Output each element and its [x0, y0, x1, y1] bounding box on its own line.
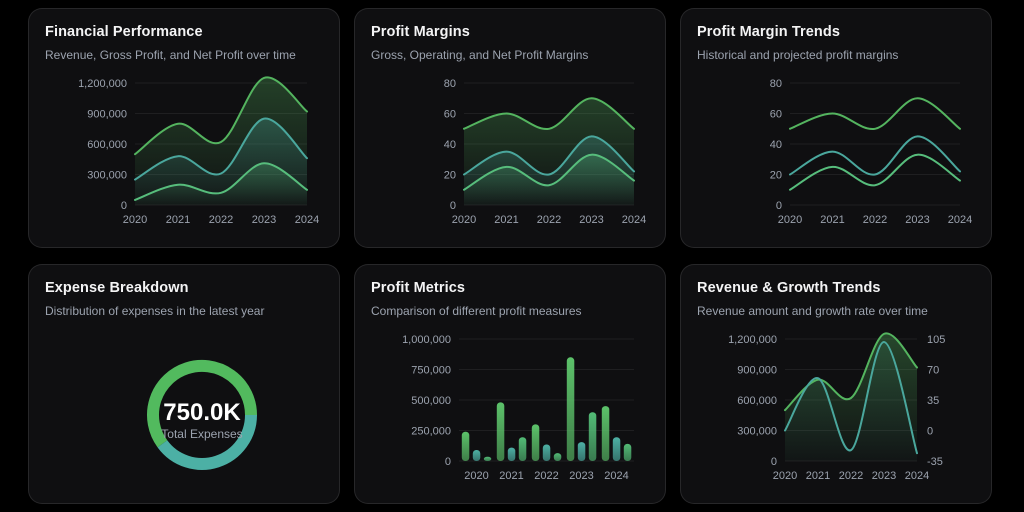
card-title: Revenue & Growth Trends: [697, 280, 881, 296]
svg-text:2021: 2021: [166, 214, 190, 226]
svg-text:2023: 2023: [872, 470, 896, 482]
svg-text:300,000: 300,000: [87, 170, 127, 182]
svg-text:2020: 2020: [773, 470, 797, 482]
svg-text:2022: 2022: [209, 214, 233, 226]
svg-text:0: 0: [450, 200, 456, 212]
chart-revenue-growth-trends: 1,200,000 105 900,000 70 600,000 35 300,000 0 0 -…: [697, 327, 975, 502]
svg-text:40: 40: [444, 139, 456, 151]
card-subtitle: Distribution of expenses in the latest y…: [45, 304, 265, 318]
svg-text:900,000: 900,000: [737, 365, 777, 377]
svg-text:500,000: 500,000: [411, 395, 451, 407]
line-chart-svg: 80 60 40 20 0 2020 2021 2022 2023 2024: [770, 78, 972, 226]
svg-text:2020: 2020: [464, 470, 488, 482]
svg-text:2021: 2021: [499, 470, 523, 482]
svg-text:2020: 2020: [778, 214, 802, 226]
svg-text:2023: 2023: [569, 470, 593, 482]
svg-text:-35: -35: [927, 456, 943, 468]
chart-expense-breakdown-donut: 750.0K Total Expenses: [45, 327, 323, 502]
svg-text:2023: 2023: [252, 214, 276, 226]
svg-text:1,000,000: 1,000,000: [402, 334, 451, 346]
card-title: Profit Metrics: [371, 280, 466, 296]
card-subtitle: Comparison of different profit measures: [371, 304, 582, 318]
svg-text:105: 105: [927, 334, 945, 346]
area-line-dual-chart-svg: 1,200,000 105 900,000 70 600,000 35 300,000 0 0 -…: [728, 332, 945, 482]
chart-financial-performance: 1,200,000 900,000 600,000 300,000 0 2020 2021 2…: [45, 71, 323, 246]
svg-text:2022: 2022: [863, 214, 887, 226]
svg-text:750,000: 750,000: [411, 365, 451, 377]
card-subtitle: Historical and projected profit margins: [697, 48, 899, 62]
card-title: Expense Breakdown: [45, 280, 189, 296]
svg-text:600,000: 600,000: [737, 395, 777, 407]
area-chart-svg: 80 60 40 20 0 2020 2021 2022 2023 2024: [444, 78, 646, 226]
svg-text:2021: 2021: [820, 214, 844, 226]
svg-text:2024: 2024: [905, 470, 929, 482]
svg-text:0: 0: [927, 426, 933, 438]
svg-text:250,000: 250,000: [411, 426, 451, 438]
svg-text:2022: 2022: [537, 214, 561, 226]
svg-text:2021: 2021: [806, 470, 830, 482]
svg-text:2020: 2020: [123, 214, 147, 226]
svg-text:0: 0: [771, 456, 777, 468]
chart-profit-metrics-bars: 1,000,000 750,000 500,000 250,000 0 2020 2021 2…: [371, 327, 649, 502]
svg-text:2024: 2024: [604, 470, 628, 482]
svg-text:0: 0: [776, 200, 782, 212]
card-profit-margin-trends: Profit Margin Trends Historical and proj…: [680, 8, 992, 248]
svg-text:70: 70: [927, 365, 939, 377]
card-profit-margins: Profit Margins Gross, Operating, and Net…: [354, 8, 666, 248]
svg-text:20: 20: [770, 170, 782, 182]
svg-text:2023: 2023: [905, 214, 929, 226]
svg-text:40: 40: [770, 139, 782, 151]
chart-profit-margin-trends: 80 60 40 20 0 2020 2021 2022 2023 2024: [697, 71, 975, 246]
card-subtitle: Gross, Operating, and Net Profit Margins: [371, 48, 589, 62]
svg-text:Total Expenses: Total Expenses: [161, 427, 242, 441]
svg-text:2023: 2023: [579, 214, 603, 226]
svg-text:0: 0: [121, 200, 127, 212]
card-subtitle: Revenue, Gross Profit, and Net Profit ov…: [45, 48, 296, 62]
svg-text:80: 80: [770, 78, 782, 90]
card-expense-breakdown: Expense Breakdown Distribution of expens…: [28, 264, 340, 504]
svg-text:60: 60: [444, 109, 456, 121]
card-title: Financial Performance: [45, 24, 203, 40]
svg-text:80: 80: [444, 78, 456, 90]
svg-text:600,000: 600,000: [87, 139, 127, 151]
svg-text:2024: 2024: [295, 214, 319, 226]
card-financial-performance: Financial Performance Revenue, Gross Pro…: [28, 8, 340, 248]
svg-text:2024: 2024: [622, 214, 646, 226]
area-chart-svg: 1,200,000 900,000 600,000 300,000 0 2020 2021 2…: [78, 76, 319, 226]
svg-text:2024: 2024: [948, 214, 972, 226]
card-title: Profit Margins: [371, 24, 470, 40]
svg-text:2020: 2020: [452, 214, 476, 226]
card-profit-metrics: Profit Metrics Comparison of different p…: [354, 264, 666, 504]
bar-chart-svg: 1,000,000 750,000 500,000 250,000 0 2020 2021 2…: [402, 334, 634, 482]
chart-profit-margins: 80 60 40 20 0 2020 2021 2022 2023 2024: [371, 71, 649, 246]
card-revenue-growth-trends: Revenue & Growth Trends Revenue amount a…: [680, 264, 992, 504]
card-title: Profit Margin Trends: [697, 24, 840, 40]
svg-text:0: 0: [445, 456, 451, 468]
card-subtitle: Revenue amount and growth rate over time: [697, 304, 928, 318]
svg-text:60: 60: [770, 109, 782, 121]
svg-text:2022: 2022: [534, 470, 558, 482]
svg-text:750.0K: 750.0K: [163, 399, 241, 426]
svg-text:20: 20: [444, 170, 456, 182]
svg-text:1,200,000: 1,200,000: [78, 78, 127, 90]
svg-text:35: 35: [927, 395, 939, 407]
svg-text:300,000: 300,000: [737, 426, 777, 438]
svg-text:900,000: 900,000: [87, 109, 127, 121]
svg-text:1,200,000: 1,200,000: [728, 334, 777, 346]
svg-text:2022: 2022: [839, 470, 863, 482]
svg-text:2021: 2021: [494, 214, 518, 226]
